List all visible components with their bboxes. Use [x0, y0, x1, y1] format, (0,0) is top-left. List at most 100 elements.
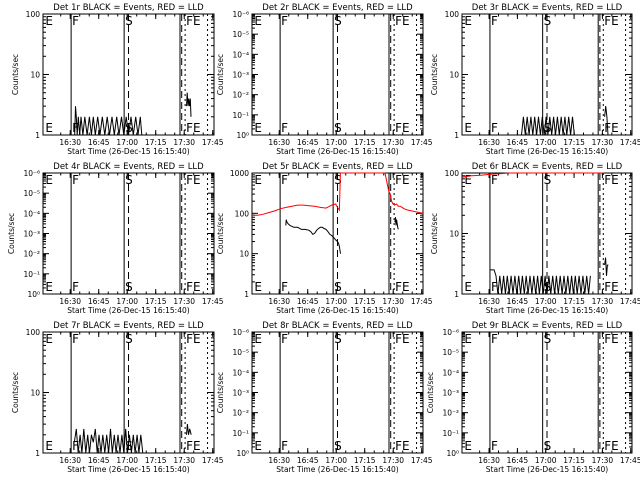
x-tick-label: 17:15 [354, 456, 376, 465]
marker-e-bottom: E [45, 439, 53, 453]
y-axis-label: Counts/sec [11, 54, 20, 95]
x-tick-label: 17:30 [173, 297, 195, 306]
marker-f-bottom: F [72, 280, 79, 294]
y-tick-label: 10⁻¹ [23, 270, 40, 279]
y-axis-label: Counts/sec [430, 213, 439, 254]
marker-fe-bottom: FE [604, 439, 618, 453]
events-series-0 [74, 106, 143, 136]
x-tick-label: 16:45 [507, 456, 529, 465]
x-tick-label: 17:30 [592, 297, 614, 306]
panel-title: Det 7r BLACK = Events, RED = LLD [53, 321, 204, 331]
x-tick-label: 17:45 [620, 297, 640, 306]
y-tick-label: 10⁻⁶ [442, 328, 459, 337]
x-tick-label: 16:30 [59, 456, 81, 465]
x-tick-label: 17:15 [563, 138, 585, 147]
y-tick-label: 10⁻⁴ [442, 368, 459, 377]
x-tick-label: 16:30 [268, 297, 290, 306]
events-series-0 [521, 116, 576, 136]
x-tick-label: 17:00 [535, 297, 557, 306]
marker-s-bottom: S [544, 439, 552, 453]
panel-det-3r: Det 3r BLACK = Events, RED = LLD 1 10 100 Co… [430, 3, 640, 156]
marker-e-bottom: E [464, 280, 472, 294]
y-tick-label: 10⁻⁴ [232, 368, 249, 377]
marker-e-bottom: E [254, 280, 262, 294]
marker-s-top: S [334, 14, 342, 28]
x-tick-label: 16:30 [478, 138, 500, 147]
panel-det-4r: Det 4r BLACK = Events, RED = LLD 10⁰ 10⁻¹ 1… [7, 162, 224, 315]
y-axis-label: Counts/sec [216, 213, 225, 254]
y-tick-label: 10⁰ [446, 449, 459, 458]
marker-fe-top: FE [395, 14, 409, 28]
marker-s-bottom: S [334, 121, 342, 135]
marker-f-bottom: F [72, 121, 79, 135]
x-axis-label: Start Time (26-Dec-15 16:15:40) [486, 306, 608, 315]
x-tick-label: 17:45 [202, 297, 224, 306]
marker-f-top: F [491, 173, 498, 187]
x-tick-label: 17:00 [535, 456, 557, 465]
marker-f-bottom: F [281, 280, 288, 294]
marker-f-top: F [72, 14, 79, 28]
x-tick-label: 17:00 [325, 297, 347, 306]
marker-e-bottom: E [254, 439, 262, 453]
y-tick-label: 10 [30, 389, 40, 398]
marker-s-top: S [125, 14, 133, 28]
x-tick-label: 16:30 [478, 456, 500, 465]
marker-fe-bottom: FE [186, 121, 200, 135]
panel-det-6r: Det 6r BLACK = Events, RED = LLD 1 10 100 Co… [430, 162, 640, 315]
marker-fe-top: FE [604, 14, 618, 28]
x-tick-label: 17:00 [116, 138, 138, 147]
x-tick-label: 16:30 [478, 297, 500, 306]
marker-fe-top: FE [395, 332, 409, 346]
x-tick-label: 17:15 [563, 297, 585, 306]
x-tick-label: 17:30 [382, 138, 404, 147]
marker-e-top: E [254, 14, 262, 28]
marker-e-top: E [464, 173, 472, 187]
x-axis-label: Start Time (26-Dec-15 16:15:40) [486, 147, 608, 156]
x-tick-label: 17:00 [535, 138, 557, 147]
x-axis-label: Start Time (26-Dec-15 16:15:40) [67, 306, 189, 315]
y-tick-label: 10⁻⁶ [23, 169, 40, 178]
marker-fe-top: FE [186, 14, 200, 28]
y-tick-label: 10⁻³ [23, 230, 40, 239]
x-tick-label: 16:45 [88, 456, 110, 465]
y-tick-label: 10⁻⁶ [232, 328, 249, 337]
y-tick-label: 1 [454, 290, 459, 299]
marker-e-bottom: E [464, 439, 472, 453]
marker-f-bottom: F [281, 439, 288, 453]
marker-fe-top: FE [604, 173, 618, 187]
y-tick-label: 10 [449, 71, 459, 80]
marker-fe-bottom: FE [186, 439, 200, 453]
events-series-0 [73, 428, 144, 454]
panel-det-7r: Det 7r BLACK = Events, RED = LLD 1 10 100 Co… [11, 321, 224, 474]
marker-e-top: E [464, 332, 472, 346]
marker-e-top: E [254, 173, 262, 187]
x-tick-label: 16:30 [59, 138, 81, 147]
events-series-2 [394, 217, 399, 230]
x-tick-label: 17:00 [116, 456, 138, 465]
y-tick-label: 10⁻² [232, 409, 249, 418]
x-tick-label: 17:00 [325, 138, 347, 147]
events-series-1 [490, 269, 591, 295]
y-tick-label: 1 [35, 131, 40, 140]
marker-f-top: F [281, 14, 288, 28]
y-tick-label: 10⁻² [442, 409, 459, 418]
marker-f-top: F [491, 14, 498, 28]
x-tick-label: 16:30 [268, 456, 290, 465]
x-tick-label: 17:45 [411, 138, 433, 147]
marker-fe-bottom: FE [186, 280, 200, 294]
panel-det-9r: Det 9r BLACK = Events, RED = LLD 10⁰ 10⁻¹ 1… [426, 321, 640, 474]
marker-s-top: S [334, 332, 342, 346]
x-axis-label: Start Time (26-Dec-15 16:15:40) [67, 147, 189, 156]
marker-e-bottom: E [254, 121, 262, 135]
marker-e-top: E [45, 173, 53, 187]
panel-det-8r: Det 8r BLACK = Events, RED = LLD 10⁰ 10⁻¹ 1… [216, 321, 433, 474]
panel-title: Det 6r BLACK = Events, RED = LLD [472, 162, 623, 172]
y-tick-label: 10 [239, 250, 249, 259]
marker-s-bottom: S [334, 439, 342, 453]
marker-e-top: E [464, 14, 472, 28]
x-tick-label: 16:45 [507, 297, 529, 306]
x-tick-label: 17:15 [145, 456, 167, 465]
y-tick-label: 100 [26, 328, 41, 337]
x-tick-label: 17:15 [563, 456, 585, 465]
marker-e-bottom: E [464, 121, 472, 135]
